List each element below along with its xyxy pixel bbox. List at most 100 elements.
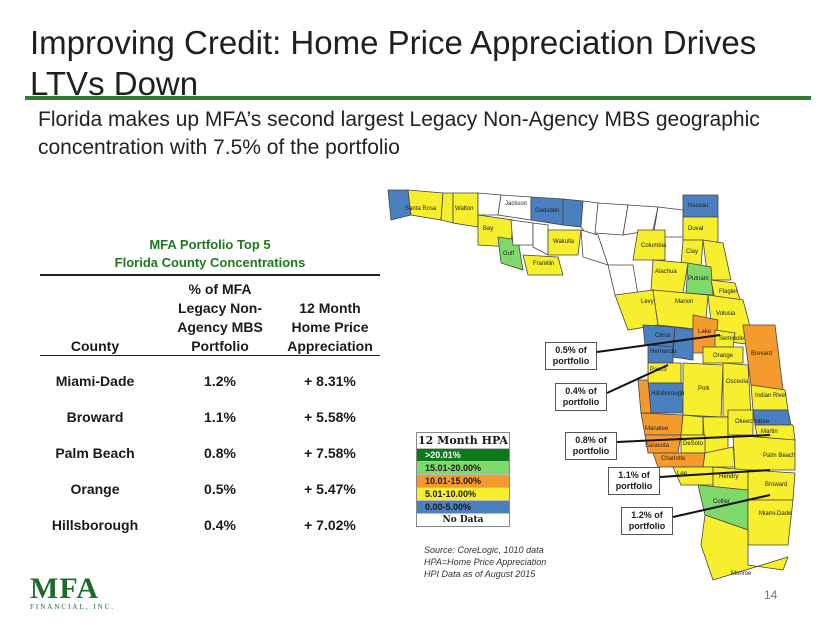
map-label: Jackson: [505, 201, 527, 207]
table-cell-hpa: + 7.58%: [304, 445, 356, 461]
county-holmes: [477, 192, 502, 216]
map-label: Brevard: [751, 351, 772, 357]
county-okaloosa: [440, 192, 454, 224]
source-line3: HPI Data as of August 2015: [424, 569, 536, 579]
table-cell-county: Hillsborough: [51, 517, 139, 533]
table-cell-pct: 1.1%: [204, 409, 236, 425]
map-label: Pasco: [650, 367, 667, 373]
map-label: DeSoto: [683, 441, 704, 447]
map-label: Collier: [713, 499, 730, 505]
table-top-rule: [40, 274, 380, 276]
map-label: Miami-Dade: [759, 511, 792, 517]
map-label: Hillsborough: [651, 391, 684, 397]
map-label: Martin: [761, 429, 778, 435]
map-label: Volusia: [716, 311, 736, 317]
map-label: Hernando: [650, 349, 677, 355]
map-label: Putnam: [688, 276, 709, 282]
table-title-line1: MFA Portfolio Top 5: [149, 237, 271, 252]
source-line1: Source: CoreLogic, 1010 data: [424, 545, 544, 555]
county-jackson: [497, 194, 532, 221]
callout-orange: 0.5% of portfolio: [545, 342, 597, 370]
map-label: Polk: [698, 386, 711, 392]
table-cell-hpa: + 5.47%: [304, 481, 356, 497]
county-madison: [594, 202, 629, 236]
map-label: Monroe: [731, 571, 752, 577]
table-cell-county: Orange: [70, 481, 120, 497]
map-label: Alachua: [655, 269, 677, 275]
source-note: Source: CoreLogic, 1010 data HPA=Home Pr…: [424, 544, 546, 580]
county-miami-dade: [747, 499, 794, 546]
table-cell-county: Miami-Dade: [55, 373, 135, 389]
header-county: County: [70, 338, 120, 354]
map-label: Orange: [713, 353, 734, 359]
map-label: Okeechobee: [735, 419, 770, 425]
table-cell-pct: 0.5%: [204, 481, 236, 497]
map-label: Lake: [698, 329, 712, 335]
county-taylor: [580, 229, 609, 266]
county-santa-rosa: [407, 189, 444, 221]
county-escambia: [387, 189, 412, 221]
table-cell-pct: 1.2%: [204, 373, 236, 389]
map-label: Levy: [641, 299, 654, 305]
callout-broward: 1.1% of portfolio: [608, 467, 660, 495]
county-monroe: [700, 514, 789, 581]
county-franklin: [522, 254, 564, 276]
mfa-logo: MFA FINANCIAL, INC.: [30, 572, 116, 612]
map-label: Walton: [455, 206, 473, 212]
hpa-legend: 12 Month HPA >20.01% 15.01-20.00% 10.01-15…: [416, 432, 510, 527]
map-label: Charlotte: [661, 456, 686, 462]
county-dixie: [607, 264, 639, 296]
table-cell-hpa: + 5.58%: [304, 409, 356, 425]
county-highlands: [702, 416, 729, 454]
map-label: Nassau: [688, 203, 708, 209]
table-title: MFA Portfolio Top 5 Florida County Conce…: [40, 236, 380, 272]
map-label: Palm Beach: [763, 453, 795, 459]
logo-mark: MFA: [30, 572, 100, 605]
map-label: Flagler: [719, 289, 737, 295]
title-divider: [25, 96, 811, 100]
legend-item: >20.01%: [417, 448, 509, 461]
callout-miami-dade: 1.2% of portfolio: [621, 507, 673, 535]
county-alachua: [650, 259, 689, 294]
page-number: 14: [764, 588, 778, 602]
county-columbia: [632, 229, 666, 261]
slide-title: Improving Credit: Home Price Appreciatio…: [30, 24, 757, 102]
source-line2: HPA=Home Price Appreciation: [424, 557, 547, 567]
county-hardee: [680, 414, 704, 436]
county-wakulla: [547, 229, 582, 256]
logo-tagline: FINANCIAL, INC.: [30, 603, 116, 611]
table-cell-hpa: + 8.31%: [304, 373, 356, 389]
county-liberty: [532, 222, 549, 256]
table-cell-pct: 0.8%: [204, 445, 236, 461]
table-title-line2: Florida County Concentrations: [114, 255, 306, 270]
map-label: Seminole: [719, 336, 745, 342]
table-cell-pct: 0.4%: [204, 517, 236, 533]
map-label: Wakulla: [553, 239, 575, 245]
header-hpa: 12 Month Home Price Appreciation: [287, 300, 373, 354]
map-label: Hendry: [719, 474, 738, 480]
legend-item: No Data: [417, 513, 509, 526]
map-label: Citrus: [655, 333, 671, 339]
slide-subtitle: Florida makes up MFA’s second largest Le…: [38, 108, 760, 159]
county-leon: [562, 198, 584, 228]
map-label: Franklin: [533, 261, 554, 267]
map-label: Broward: [765, 482, 787, 488]
legend-item: 15.01-20.00%: [417, 461, 509, 474]
map-label: Columbia: [641, 243, 667, 249]
legend-item: 10.01-15.00%: [417, 474, 509, 487]
callout-palm-beach: 0.8% of portfolio: [565, 432, 617, 460]
county-putnam: [685, 262, 714, 296]
map-label: Manatee: [645, 426, 669, 432]
county-levy: [614, 289, 659, 331]
header-portfolio-pct: % of MFA Legacy Non-Agency MBS Portfolio: [177, 281, 263, 354]
table-cell-county: Broward: [66, 409, 124, 425]
map-label: Duval: [688, 226, 703, 232]
map-label: Marion: [675, 299, 693, 305]
map-label: Osceola: [726, 379, 749, 385]
map-label: Gadsden: [535, 208, 559, 214]
map-label: Bay: [483, 226, 493, 232]
county-calhoun: [510, 219, 534, 246]
map-label: Indian River: [755, 393, 787, 399]
county-osceola: [722, 362, 752, 418]
legend-item: 5.01-10.00%: [417, 487, 509, 500]
